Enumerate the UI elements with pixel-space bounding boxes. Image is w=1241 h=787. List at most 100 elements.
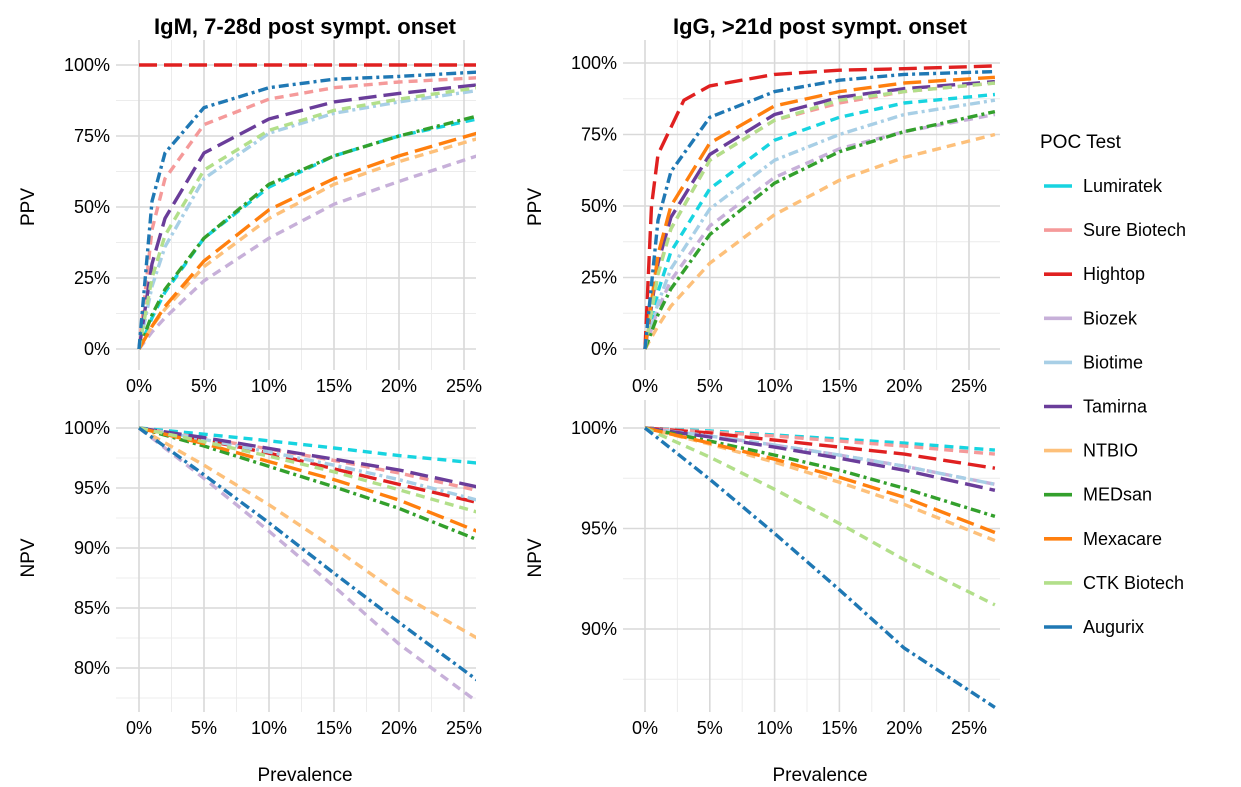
series-line-mexacare (138, 426, 476, 533)
legend-item-tamirna: Tamirna (1044, 397, 1148, 417)
x-tick-label: 25% (951, 376, 987, 396)
series-line-mexacare (643, 75, 996, 350)
series-line-biotime (643, 98, 996, 350)
series-lines (137, 426, 476, 703)
series-line-ntbio (137, 137, 476, 350)
y-tick-label: 0% (591, 339, 617, 359)
y-tick-label: 75% (581, 125, 617, 145)
series-lines (643, 426, 996, 709)
y-tick-label: 50% (74, 197, 110, 217)
panel-title-igg: IgG, >21d post sympt. onset (673, 14, 968, 39)
panel-igg-npv: 0% 5% 10% 15% 20% 25% 90% 95% 100% (571, 400, 1000, 738)
series-line-lumiratek (643, 92, 996, 350)
legend-item-sure-biotech: Sure Biotech (1044, 220, 1186, 240)
series-line-ctk-biotech (643, 81, 996, 350)
x-axis-label-igg: Prevalence (772, 765, 867, 786)
series-line-biotime (137, 89, 476, 350)
x-tick-label: 10% (757, 376, 793, 396)
y-tick-label: 0% (84, 339, 110, 359)
y-tick-label: 95% (74, 478, 110, 498)
legend-item-lumiratek: Lumiratek (1044, 176, 1163, 196)
x-tick-label: 15% (821, 376, 857, 396)
series-line-augurix (643, 426, 996, 709)
x-tick-label: 5% (697, 718, 723, 738)
series-line-biotime (644, 426, 996, 486)
y-tick-label: 100% (64, 418, 110, 438)
x-tick-label: 5% (697, 376, 723, 396)
legend-item-augurix: Augurix (1044, 617, 1144, 637)
plot-panels: 0% 5% 10% 15% 20% 25% 0% 25% 50% 75% 100% 0% 5% 10% 15… (64, 40, 1000, 738)
panel-igg-ppv: 0% 5% 10% 15% 20% 25% 0% 25% 50% 75% 100% (571, 40, 1000, 396)
series-line-lumiratek (137, 117, 476, 350)
legend-label: Mexacare (1083, 529, 1162, 549)
legend-title: POC Test (1040, 132, 1122, 153)
y-tick-label: 95% (581, 519, 617, 539)
series-line-augurix (137, 70, 476, 350)
series-lines (643, 64, 996, 350)
series-line-ntbio (643, 132, 996, 350)
x-tick-label: 0% (632, 376, 658, 396)
series-line-medsan (644, 426, 996, 519)
legend-label: CTK Biotech (1083, 573, 1184, 593)
y-axis-label-igg-npv: NPV (525, 538, 546, 577)
x-tick-label: 10% (757, 718, 793, 738)
x-tick-label: 20% (886, 376, 922, 396)
legend-item-biotime: Biotime (1044, 352, 1143, 372)
y-tick-label: 90% (581, 619, 617, 639)
series-line-augurix (643, 69, 995, 350)
panel-igm-ppv: 0% 5% 10% 15% 20% 25% 0% 25% 50% 75% 100% (64, 40, 482, 396)
series-line-augurix (138, 426, 476, 682)
y-tick-label: 100% (571, 418, 617, 438)
legend: POC Test Lumiratek Sure Biotech Hightop Bio… (1040, 132, 1186, 637)
legend-item-ntbio: NTBIO (1044, 441, 1138, 461)
x-tick-label: 10% (251, 718, 287, 738)
series-line-lumiratek (644, 426, 996, 452)
series-line-sure-biotech (138, 426, 476, 492)
x-tick-label: 15% (316, 376, 352, 396)
series-line-tamirna (644, 426, 996, 492)
y-tick-label: 50% (581, 196, 617, 216)
legend-label: Sure Biotech (1083, 220, 1186, 240)
series-line-tamirna (137, 83, 476, 350)
legend-label: Lumiratek (1083, 176, 1163, 196)
x-tick-label: 0% (126, 718, 152, 738)
series-line-tamirna (138, 426, 476, 489)
series-line-ctk-biotech (138, 426, 476, 514)
y-axis-label-igg-ppv: PPV (525, 188, 546, 226)
legend-item-biozek: Biozek (1044, 308, 1138, 328)
series-line-biozek (137, 426, 476, 703)
series-line-medsan (137, 114, 476, 350)
x-tick-label: 25% (951, 718, 987, 738)
y-tick-label: 80% (74, 658, 110, 678)
x-tick-label: 0% (632, 718, 658, 738)
y-tick-label: 85% (74, 598, 110, 618)
x-axis-label-igm: Prevalence (257, 765, 352, 786)
x-tick-label: 20% (381, 718, 417, 738)
series-line-mexacare (644, 426, 996, 535)
x-tick-label: 25% (446, 376, 482, 396)
series-line-biozek (643, 112, 996, 350)
legend-label: Augurix (1083, 617, 1144, 637)
series-line-medsan (138, 426, 476, 542)
y-axis-label-igm-ppv: PPV (18, 188, 39, 226)
x-tick-label: 5% (191, 376, 217, 396)
legend-label: Biozek (1083, 308, 1138, 328)
series-line-tamirna (643, 79, 996, 350)
x-tick-label: 10% (251, 376, 287, 396)
series-line-medsan (643, 109, 996, 350)
x-tick-label: 5% (191, 718, 217, 738)
y-tick-label: 25% (581, 268, 617, 288)
series-lines (137, 63, 476, 351)
x-tick-label: 20% (381, 376, 417, 396)
panel-title-igm: IgM, 7-28d post sympt. onset (154, 14, 457, 39)
y-tick-label: 100% (571, 53, 617, 73)
series-line-biozek (137, 154, 476, 351)
legend-item-hightop: Hightop (1044, 264, 1145, 284)
legend-item-medsan: MEDsan (1044, 485, 1152, 505)
series-line-hightop (644, 426, 996, 470)
series-line-ctk-biotech (137, 86, 476, 350)
panel-igm-npv: 0% 5% 10% 15% 20% 25% 80% 85% 90% 95% 100% (64, 400, 482, 738)
legend-label: Hightop (1083, 264, 1145, 284)
series-line-ntbio (138, 426, 476, 640)
